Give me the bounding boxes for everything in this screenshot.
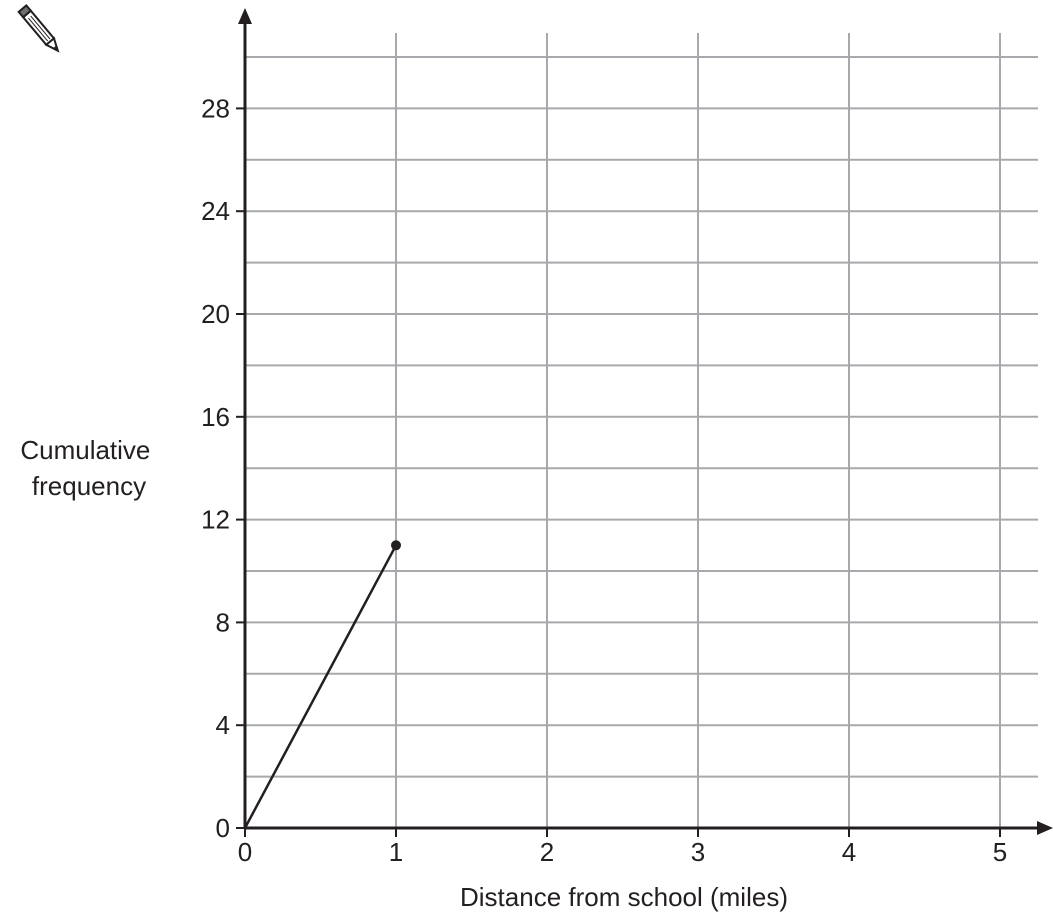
y-tick-label: 28 <box>201 93 230 123</box>
y-axis-title-line-2: frequency <box>32 471 146 501</box>
x-tick-label: 4 <box>842 837 856 867</box>
data-series <box>243 540 401 829</box>
y-tick-label: 24 <box>201 196 230 226</box>
y-tick-label: 20 <box>201 299 230 329</box>
pencil-icon <box>17 4 60 53</box>
y-axis-title: Cumulative frequency <box>20 435 157 501</box>
y-tick-label: 4 <box>216 710 230 740</box>
y-tick-label: 12 <box>201 505 230 535</box>
x-tick-label: 2 <box>540 837 554 867</box>
y-tick-label: 8 <box>216 607 230 637</box>
y-axis-arrow <box>238 8 252 24</box>
x-axis-title: Distance from school (miles) <box>460 882 788 912</box>
x-tick-label: 5 <box>993 837 1007 867</box>
series-endpoint-point <box>391 540 401 551</box>
x-tick-label: 0 <box>238 837 252 867</box>
y-axis-title-line-1: Cumulative <box>20 435 150 465</box>
grid <box>245 33 1038 828</box>
x-tick-label: 3 <box>691 837 705 867</box>
series-line <box>243 544 398 829</box>
axes <box>238 8 1053 835</box>
y-tick-label: 16 <box>201 402 230 432</box>
y-tick-label: 0 <box>216 813 230 843</box>
x-axis-arrow <box>1037 821 1053 835</box>
x-tick-label: 1 <box>389 837 403 867</box>
